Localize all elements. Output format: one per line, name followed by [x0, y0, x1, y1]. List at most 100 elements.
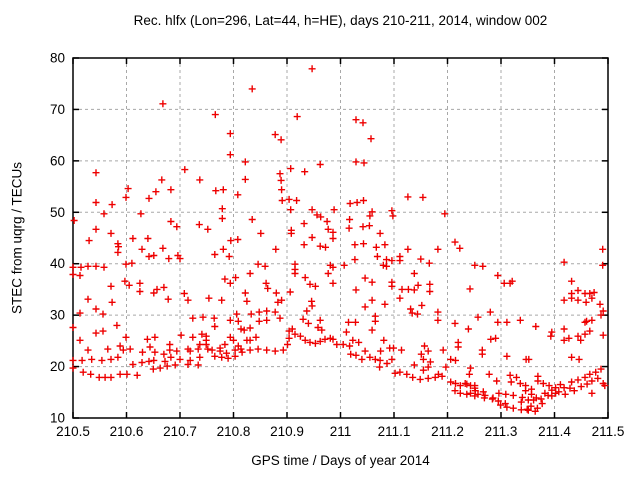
data-point: [108, 201, 116, 209]
data-point: [355, 338, 363, 346]
data-point: [156, 364, 164, 372]
data-point: [556, 381, 564, 389]
data-point: [417, 255, 425, 263]
data-point: [541, 389, 549, 397]
data-point: [523, 405, 531, 413]
data-point: [527, 402, 535, 410]
data-point: [340, 261, 348, 269]
data-point: [381, 300, 389, 308]
data-point: [471, 261, 479, 269]
data-point: [581, 330, 589, 338]
data-point: [352, 351, 360, 359]
data-point: [226, 316, 234, 324]
data-point: [590, 289, 598, 296]
data-point: [195, 221, 203, 229]
data-point: [306, 338, 314, 346]
data-point: [136, 279, 144, 287]
svg-text:210.9: 210.9: [270, 424, 304, 439]
data-point: [301, 168, 309, 176]
data-point: [223, 349, 230, 357]
data-point: [296, 332, 304, 340]
data-point: [225, 253, 233, 260]
data-point: [271, 347, 279, 355]
data-points: [69, 65, 609, 415]
data-point: [99, 327, 107, 335]
data-point: [376, 229, 384, 237]
grid-lines: [72, 57, 609, 419]
data-point: [107, 355, 115, 363]
data-point: [537, 395, 545, 403]
data-point: [226, 151, 234, 159]
data-point: [456, 382, 464, 390]
data-point: [171, 361, 179, 369]
data-point: [371, 317, 379, 325]
data-point: [246, 336, 254, 344]
data-point: [104, 345, 112, 353]
data-point: [380, 336, 388, 344]
data-point: [243, 297, 251, 305]
data-point: [189, 333, 197, 341]
data-point: [100, 210, 108, 218]
data-point: [565, 334, 573, 342]
data-point: [346, 200, 354, 207]
data-point: [586, 290, 594, 297]
data-point: [303, 307, 311, 315]
data-point: [199, 313, 207, 321]
svg-text:210.7: 210.7: [163, 424, 197, 439]
data-point: [291, 270, 299, 277]
data-point: [509, 391, 517, 399]
data-point: [323, 218, 331, 225]
data-point: [456, 244, 464, 252]
data-point: [474, 313, 482, 321]
data-point: [568, 294, 576, 302]
data-point: [291, 330, 299, 338]
data-point: [531, 407, 539, 415]
data-point: [129, 361, 137, 368]
data-point: [198, 330, 206, 338]
data-point: [99, 310, 107, 318]
data-point: [349, 336, 357, 344]
data-point: [161, 357, 169, 365]
data-point: [463, 390, 471, 398]
data-point: [425, 259, 433, 267]
data-point: [186, 347, 194, 355]
data-point: [577, 336, 585, 344]
data-point: [234, 191, 242, 199]
data-point: [439, 346, 447, 354]
data-point: [287, 165, 295, 173]
data-point: [451, 319, 459, 327]
data-point: [507, 378, 515, 386]
data-point: [452, 356, 459, 364]
data-point: [479, 388, 487, 396]
data-point: [308, 206, 316, 214]
data-point: [532, 394, 540, 402]
data-point: [150, 356, 158, 364]
data-point: [346, 342, 354, 350]
data-point: [272, 289, 280, 297]
data-point: [211, 323, 219, 330]
data-point: [492, 334, 500, 342]
data-point: [264, 284, 272, 292]
data-point: [69, 271, 77, 278]
data-point: [321, 335, 329, 343]
data-point: [137, 210, 145, 218]
data-point: [495, 389, 503, 397]
data-point: [577, 383, 585, 391]
svg-text:60: 60: [50, 153, 65, 168]
svg-text:30: 30: [50, 308, 65, 323]
data-point: [301, 336, 309, 344]
data-point: [278, 197, 286, 204]
data-point: [534, 377, 542, 385]
data-point: [367, 135, 375, 143]
data-point: [538, 400, 546, 408]
data-point: [352, 318, 359, 326]
data-point: [316, 316, 324, 324]
data-point: [398, 285, 406, 293]
data-point: [218, 205, 226, 213]
data-point: [324, 270, 332, 277]
data-point: [114, 353, 122, 361]
data-point: [160, 283, 168, 291]
data-point: [442, 363, 450, 371]
data-point: [313, 211, 321, 219]
data-point: [383, 256, 390, 264]
